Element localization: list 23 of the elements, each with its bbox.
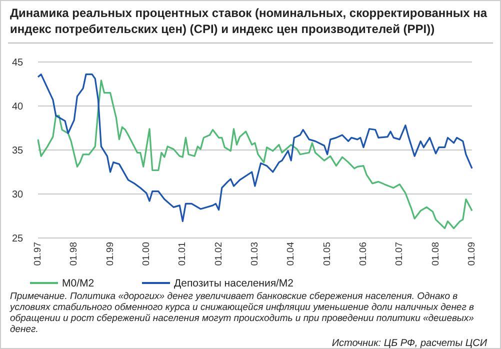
x-tick-label: 01.01: [177, 242, 188, 266]
legend-label: M0/M2: [62, 278, 94, 290]
x-tick-label: 01.04: [286, 242, 297, 266]
y-tick-label: 25: [12, 234, 24, 244]
y-tick-label: 35: [12, 146, 24, 156]
x-tick-label: 01.03: [249, 242, 260, 266]
x-tick-label: 01.05: [322, 242, 333, 266]
x-tick-label: 01.07: [394, 242, 406, 266]
x-tick-label: 01.06: [358, 242, 369, 266]
text: Примечание. Политика «дорогих» денег увеличивает банковские сбережения населения. Однако в условиях стабильного обменного курса и снижающейся инфляции уменьшение доли наличных денег в обращении и рост сбережений населения могут происходить и при проведении политики «дешевых» денег.: [9, 291, 474, 335]
x-tick-label: 01.09: [466, 242, 478, 266]
x-tick-label: 01.02: [213, 242, 224, 266]
text: Источник: ЦБ РФ, расчеты ЦСИ: [332, 338, 488, 349]
x-tick-label: 01.00: [140, 242, 152, 266]
chart-title: Динамика реальных процентных ставок (номинальных, скорректированных на индекс потребительских цен) (CPI) и индекс цен производителей (PPI)): [10, 6, 488, 36]
x-tick-label: 01.99: [104, 242, 116, 266]
x-tick-label: 01.08: [430, 242, 442, 266]
x-tick-label: 01.97: [32, 242, 44, 266]
legend-label: Депозиты населения/M2: [174, 278, 294, 290]
y-tick-label: 40: [12, 102, 24, 112]
y-tick-label: 45: [12, 58, 24, 68]
x-tick-label: 01.98: [68, 242, 80, 266]
y-tick-label: 30: [12, 190, 24, 200]
